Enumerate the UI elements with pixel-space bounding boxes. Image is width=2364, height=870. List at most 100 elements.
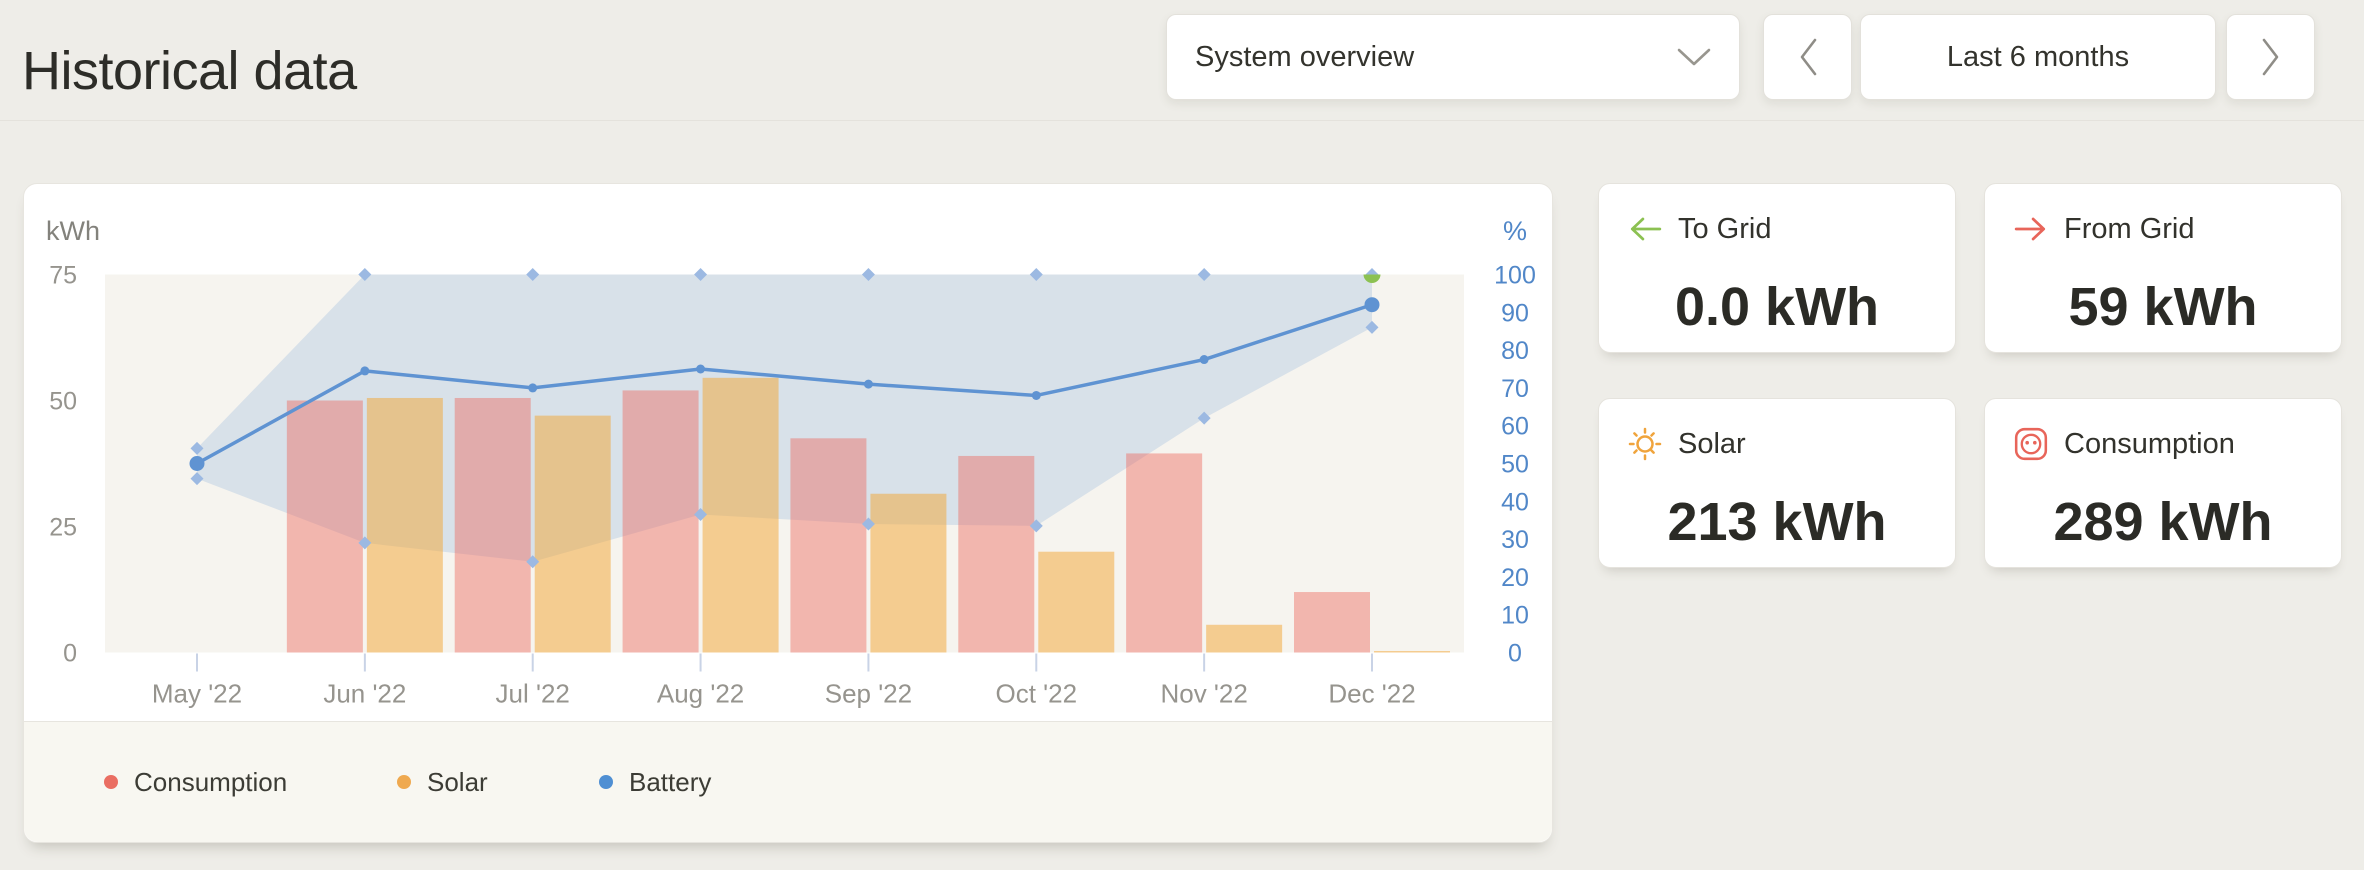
bar-consumption-5 <box>790 438 867 653</box>
left-axis-title: kWh <box>46 216 100 246</box>
system-overview-select[interactable]: System overview <box>1166 14 1740 100</box>
date-range-button[interactable]: Last 6 months <box>1860 14 2216 100</box>
next-period-button[interactable] <box>2226 14 2315 100</box>
range-min-marker-4 <box>694 508 708 522</box>
range-min-marker-1 <box>190 472 204 486</box>
battery-point-8 <box>1364 297 1380 313</box>
right-axis-title: % <box>1503 216 1527 246</box>
chevron-down-icon <box>1677 48 1711 66</box>
right-axis-tick: 100 <box>1494 262 1536 290</box>
x-label-1: May '22 <box>152 679 242 709</box>
battery-point-6 <box>1031 390 1041 400</box>
bar-consumption-7 <box>1126 453 1203 653</box>
to-grid-card: To Grid 0.0 kWh <box>1598 183 1956 353</box>
date-range-label: Last 6 months <box>1946 40 2130 73</box>
consumption-label: Consumption <box>2064 427 2235 460</box>
legend-item-solar[interactable]: Solar <box>397 722 488 842</box>
right-axis-tick: 30 <box>1501 526 1529 554</box>
range-max-marker-6 <box>1029 268 1043 281</box>
bar-consumption-4 <box>622 390 699 653</box>
battery-point-7 <box>1199 355 1209 365</box>
legend-item-consumption[interactable]: Consumption <box>104 722 287 842</box>
bar-solar-6 <box>1038 551 1115 653</box>
bar-solar-8 <box>1374 650 1450 653</box>
range-max-marker-4 <box>694 268 708 281</box>
previous-period-button[interactable] <box>1763 14 1852 100</box>
right-axis-tick: 10 <box>1501 602 1529 630</box>
range-min-marker-7 <box>1197 411 1211 425</box>
bar-consumption-8 <box>1294 592 1370 653</box>
left-axis-tick: 0 <box>63 640 77 668</box>
range-min-marker-5 <box>861 517 875 531</box>
bar-solar-3 <box>534 415 611 653</box>
historical-chart-card: kWh 0 25 50 75% 0 10 20 30 40 50 60 70 80 90 100 May '22… <box>23 183 1553 843</box>
solar-value: 213 kWh <box>1667 492 1887 552</box>
legend-dot-solar <box>397 775 411 789</box>
right-axis-tick: 20 <box>1501 564 1529 592</box>
right-axis-tick: 60 <box>1501 413 1529 441</box>
range-min-marker-2 <box>358 536 372 550</box>
range-max-marker-2 <box>358 268 372 281</box>
arrow-left-icon <box>1630 217 1662 241</box>
bar-consumption-2 <box>286 400 363 653</box>
range-max-marker-5 <box>861 268 875 281</box>
from-grid-label: From Grid <box>2064 212 2195 245</box>
legend-dot-battery <box>599 775 613 789</box>
bar-solar-2 <box>366 397 443 653</box>
range-min-marker-6 <box>1029 519 1043 533</box>
x-label-4: Aug '22 <box>657 679 744 709</box>
left-axis-tick: 25 <box>49 514 77 542</box>
historical-chart: kWh 0 25 50 75% 0 10 20 30 40 50 60 70 80 90 100 May '22… <box>46 216 1536 709</box>
range-min-marker-3 <box>526 555 540 569</box>
legend-label: Solar <box>427 766 488 797</box>
solar-label: Solar <box>1678 427 1746 460</box>
bar-consumption-3 <box>454 397 531 653</box>
legend-label: Consumption <box>134 766 288 797</box>
plot-area <box>105 274 1464 653</box>
right-axis-tick: 90 <box>1501 299 1529 327</box>
sun-icon <box>1628 427 1662 461</box>
battery-point-3 <box>528 383 538 393</box>
from-grid-card: From Grid 59 kWh <box>1984 183 2342 353</box>
special-marker-dec-22 <box>1363 274 1381 283</box>
chevron-right-icon <box>2261 37 2281 77</box>
x-label-2: Jun '22 <box>323 679 406 709</box>
range-max-marker-7 <box>1197 268 1211 281</box>
right-axis-tick: 50 <box>1501 451 1529 479</box>
legend-item-battery[interactable]: Battery <box>599 722 711 842</box>
socket-icon <box>2014 427 2048 461</box>
legend-dot-consumption <box>104 775 118 789</box>
battery-point-2 <box>360 366 370 376</box>
battery-line <box>195 302 1374 466</box>
x-label-7: Nov '22 <box>1160 679 1247 709</box>
arrow-right-icon <box>2014 217 2046 241</box>
consumption-value: 289 kWh <box>2053 492 2273 552</box>
x-label-8: Dec '22 <box>1328 679 1415 709</box>
left-axis-tick: 50 <box>49 388 77 416</box>
header-divider <box>0 120 2364 121</box>
battery-point-4 <box>696 364 706 374</box>
legend-label: Battery <box>629 766 712 797</box>
left-axis-tick: 75 <box>49 262 77 290</box>
system-overview-select-value: System overview <box>1195 40 1415 73</box>
solar-card: Solar 213 kWh <box>1598 398 1956 568</box>
chart-legend: Consumption Solar Battery <box>24 721 1552 842</box>
bar-solar-7 <box>1206 624 1283 653</box>
bar-solar-5 <box>870 493 947 653</box>
page-title: Historical data <box>22 41 357 101</box>
right-axis-tick: 70 <box>1501 375 1529 403</box>
x-label-6: Oct '22 <box>996 679 1078 709</box>
battery-range-band <box>197 274 1372 562</box>
bar-solar-4 <box>702 377 779 653</box>
right-axis-tick: 0 <box>1508 640 1522 668</box>
range-min-marker-8 <box>1365 320 1379 334</box>
x-label-5: Sep '22 <box>825 679 912 709</box>
chevron-left-icon <box>1798 37 1818 77</box>
right-axis-tick: 40 <box>1501 488 1529 516</box>
to-grid-value: 0.0 kWh <box>1674 277 1880 337</box>
x-label-3: Jul '22 <box>496 679 570 709</box>
consumption-card: Consumption 289 kWh <box>1984 398 2342 568</box>
from-grid-value: 59 kWh <box>2068 277 2258 337</box>
battery-point-5 <box>863 379 873 389</box>
